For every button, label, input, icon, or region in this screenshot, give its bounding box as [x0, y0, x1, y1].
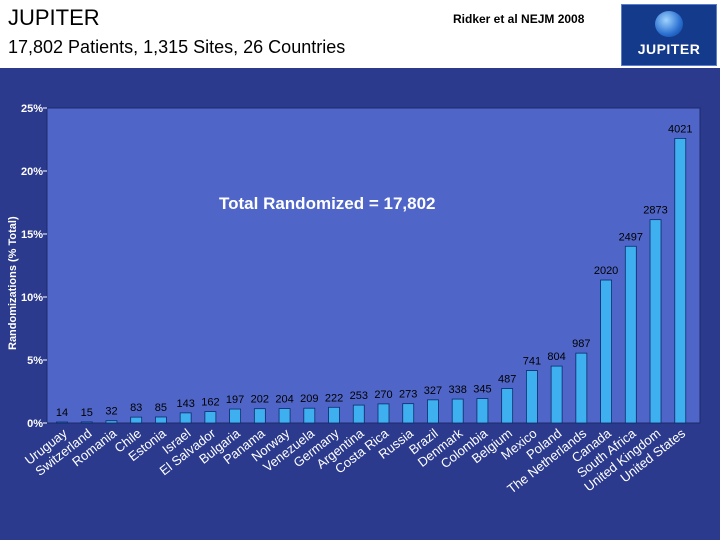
header-panel: JUPITER 17,802 Patients, 1,315 Sites, 26… — [0, 0, 720, 68]
bar-value-label: 273 — [399, 389, 417, 401]
bar-value-label: 209 — [300, 393, 318, 405]
bar-value-label: 741 — [523, 356, 541, 368]
bar — [377, 403, 390, 424]
bar-value-label: 327 — [424, 385, 442, 397]
y-tick-label: 10% — [21, 292, 43, 304]
bar-value-label: 15 — [81, 407, 93, 419]
bar-value-label: 143 — [176, 398, 194, 410]
bar — [674, 137, 687, 424]
bar — [80, 421, 93, 424]
bar — [575, 352, 588, 424]
x-axis-labels: UruguaySwitzerlandRomaniaChileEstoniaIsr… — [22, 425, 689, 496]
y-tick-label: 5% — [27, 355, 43, 367]
bar-value-label: 222 — [325, 392, 343, 404]
jupiter-logo: JUPITER — [621, 4, 717, 66]
bar-value-label: 85 — [155, 402, 167, 414]
bar-value-label: 987 — [572, 338, 590, 350]
bar-value-label: 162 — [201, 397, 219, 409]
bar-value-label: 4021 — [668, 123, 692, 135]
bar — [105, 420, 118, 424]
bar-value-label: 2873 — [643, 205, 667, 217]
bar — [56, 421, 68, 424]
bar — [155, 416, 167, 424]
bar — [278, 408, 291, 424]
y-axis: 0% 5% 10% 15% 20% 25% — [21, 103, 47, 430]
bar-value-label: 338 — [449, 384, 467, 396]
citation-text: Ridker et al NEJM 2008 — [453, 12, 585, 26]
bar — [328, 406, 340, 424]
bar — [179, 412, 192, 424]
bar-chart: 0% 5% 10% 15% 20% 25% Randomizations (% Total… — [7, 103, 701, 497]
bar-value-label: 204 — [275, 394, 293, 406]
y-tick-label: 20% — [21, 166, 43, 178]
bar — [476, 398, 489, 424]
bar — [204, 411, 217, 424]
slide-title: JUPITER — [8, 5, 100, 30]
bar-value-label: 197 — [226, 394, 244, 406]
plot-area — [46, 107, 701, 424]
bar — [303, 407, 316, 424]
bar — [550, 365, 563, 424]
bar — [624, 245, 637, 424]
bar-value-label: 202 — [251, 394, 269, 406]
bar-value-label: 32 — [105, 406, 117, 418]
bar — [451, 398, 464, 424]
slide-subtitle: 17,802 Patients, 1,315 Sites, 26 Countri… — [8, 37, 346, 57]
globe-icon — [655, 11, 683, 37]
bar-value-label: 83 — [130, 402, 142, 414]
bar — [525, 370, 538, 424]
bar — [229, 408, 242, 424]
bar — [402, 403, 415, 424]
bar-value-label: 345 — [473, 384, 491, 396]
bar-value-label: 253 — [350, 390, 368, 402]
bar-value-label: 270 — [374, 389, 392, 401]
total-annotation: Total Randomized = 17,802 — [219, 194, 436, 213]
bar-series: 14 15 32 83 85 143 162 197 202 204 209 222 253 270 273… — [56, 123, 693, 424]
bar — [130, 416, 143, 424]
bar-value-label: 14 — [56, 407, 68, 419]
bar — [501, 388, 514, 424]
bar — [649, 219, 662, 424]
y-axis-label: Randomizations (% Total) — [7, 216, 19, 350]
bar — [253, 408, 266, 424]
logo-text: JUPITER — [637, 41, 701, 57]
y-tick-label: 25% — [21, 103, 43, 115]
bar — [600, 279, 612, 424]
y-tick-label: 0% — [27, 418, 43, 430]
bar-value-label: 2497 — [619, 231, 643, 243]
bar — [352, 404, 365, 424]
bar-value-label: 2020 — [594, 265, 618, 277]
bar — [427, 399, 439, 424]
bar-value-label: 487 — [498, 374, 516, 386]
y-tick-label: 15% — [21, 229, 43, 241]
bar-value-label: 804 — [547, 351, 565, 363]
